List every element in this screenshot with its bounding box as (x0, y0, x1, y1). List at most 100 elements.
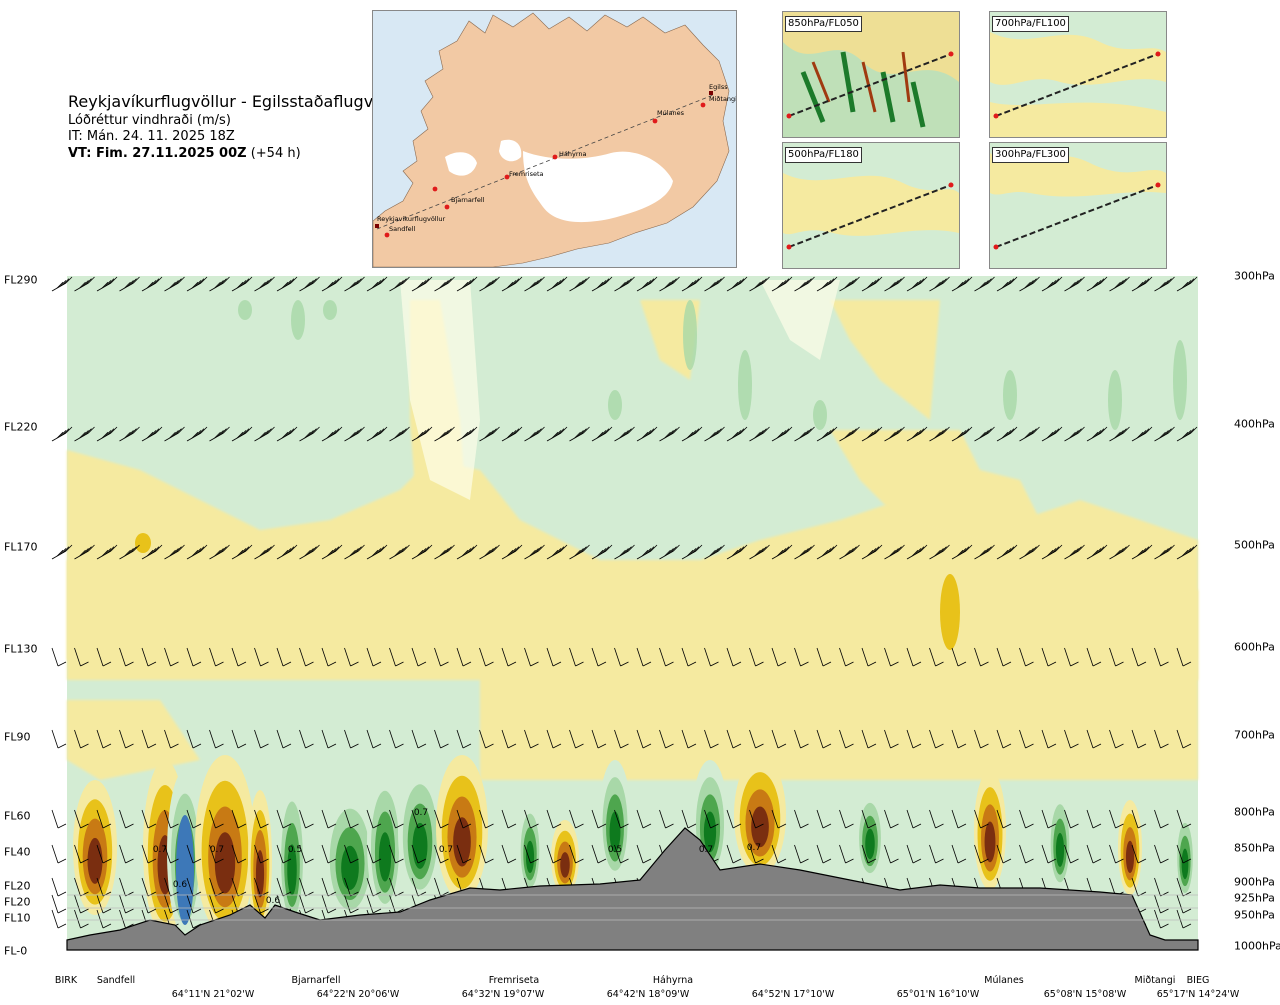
barb-flag (442, 280, 449, 287)
wind-barb (479, 276, 500, 292)
barb-shaft (839, 729, 846, 749)
wave-cell-16-layer-3 (984, 821, 996, 863)
barb-flag (799, 549, 806, 557)
barb-shaft (636, 647, 644, 667)
wind-barb (501, 426, 523, 442)
wind-barb (1131, 544, 1153, 560)
barb-flag (875, 544, 883, 552)
barb-flag (956, 431, 964, 439)
wind-barb (1131, 276, 1153, 292)
station-label-midtangi: Miðtangi (1134, 975, 1176, 986)
barb-flag (605, 544, 613, 552)
station-label-fremriseta: Fremriseta (488, 975, 540, 986)
wind-barb (209, 809, 224, 829)
barb-flag (464, 280, 472, 287)
barb-shaft (614, 729, 621, 749)
barb-shaft (1176, 647, 1184, 667)
barb-shaft (591, 844, 599, 864)
coord-label-8: 65°17'N 14°24'W (1156, 989, 1240, 1000)
barb-flag (215, 908, 224, 914)
barb-flag (82, 430, 89, 437)
barb-flag (1123, 426, 1130, 434)
wind-barb (839, 647, 854, 667)
map-label-mulanes: Múlanes (657, 109, 685, 117)
barb-flag (1047, 661, 1057, 667)
station-reykjavik-marker (375, 224, 379, 228)
wind-barb (1019, 276, 1040, 292)
value-annotation-9: 0.6 (266, 896, 281, 906)
barb-shaft (276, 647, 284, 667)
barb-flag (1117, 280, 1124, 287)
barb-flag (1025, 858, 1034, 864)
barb-flag (709, 549, 716, 557)
barb-flag (844, 281, 851, 289)
barb-flag (892, 548, 899, 555)
barb-flag (715, 278, 722, 285)
barb-shaft (96, 647, 104, 667)
barb-flag (57, 891, 67, 897)
barb-flag (170, 661, 179, 667)
wind-barb (186, 276, 208, 292)
barb-flag (1120, 428, 1127, 435)
wind-barb (906, 276, 928, 292)
barb-flag (895, 278, 902, 285)
barb-flag (737, 428, 745, 435)
barb-shaft (1019, 647, 1026, 667)
wind-barb (1154, 544, 1175, 560)
wind-barb (569, 809, 584, 829)
value-annotation-6: 0.7 (699, 845, 713, 855)
updraft-streak-9 (1173, 340, 1187, 420)
chart-title: Reykjavíkurflugvöllur - Egilsstaðaflugvö… (68, 92, 409, 111)
barb-flag (1001, 281, 1009, 289)
barb-shaft (524, 809, 531, 829)
barb-flag (980, 823, 989, 829)
wind-barb (411, 844, 427, 864)
barb-shaft (1019, 809, 1026, 829)
barb-shaft (1131, 877, 1139, 897)
barb-shaft (344, 647, 351, 667)
barb-flag (805, 546, 812, 553)
barb-flag (178, 426, 185, 434)
barb-flag (943, 276, 950, 284)
barb-flag (1137, 858, 1147, 864)
pa-label-925: 925hPa (1234, 891, 1275, 905)
wind-barb (389, 276, 410, 292)
wind-barb (681, 729, 697, 749)
barb-flag (583, 544, 590, 552)
barb-flag (895, 428, 902, 435)
barb-flag (1114, 281, 1121, 289)
barb-flag (619, 549, 626, 557)
barb-flag (1120, 546, 1127, 553)
barb-flag (236, 431, 244, 439)
barb-flag (779, 430, 787, 437)
barb-flag (1182, 823, 1192, 829)
barb-shaft (1176, 729, 1184, 749)
barb-shaft (231, 877, 239, 897)
wind-barb (749, 809, 764, 829)
barb-shaft (794, 844, 801, 864)
barb-flag (1100, 544, 1108, 552)
barb-flag (217, 280, 224, 287)
wind-barb (1176, 276, 1198, 292)
barb-flag (875, 426, 883, 434)
barb-flag (335, 276, 343, 284)
barb-shaft (861, 647, 869, 667)
barb-flag (425, 426, 433, 434)
barb-flag (763, 426, 770, 434)
map-label-sandfell: Sandfell (389, 225, 415, 233)
barb-flag (125, 908, 134, 914)
barb-flag (57, 661, 67, 667)
barb-shaft (389, 844, 396, 864)
barb-flag (133, 276, 140, 284)
barb-shaft (479, 844, 486, 864)
barb-flag (732, 661, 742, 667)
barb-flag (935, 858, 944, 864)
barb-flag (307, 280, 314, 287)
barb-flag (380, 426, 388, 434)
barb-flag (605, 426, 613, 434)
wind-barb (1019, 426, 1040, 442)
barb-shaft (434, 877, 441, 897)
wind-barb (501, 809, 517, 829)
panel-500: 500hPa/FL180 (782, 142, 960, 269)
barb-flag (985, 278, 992, 285)
